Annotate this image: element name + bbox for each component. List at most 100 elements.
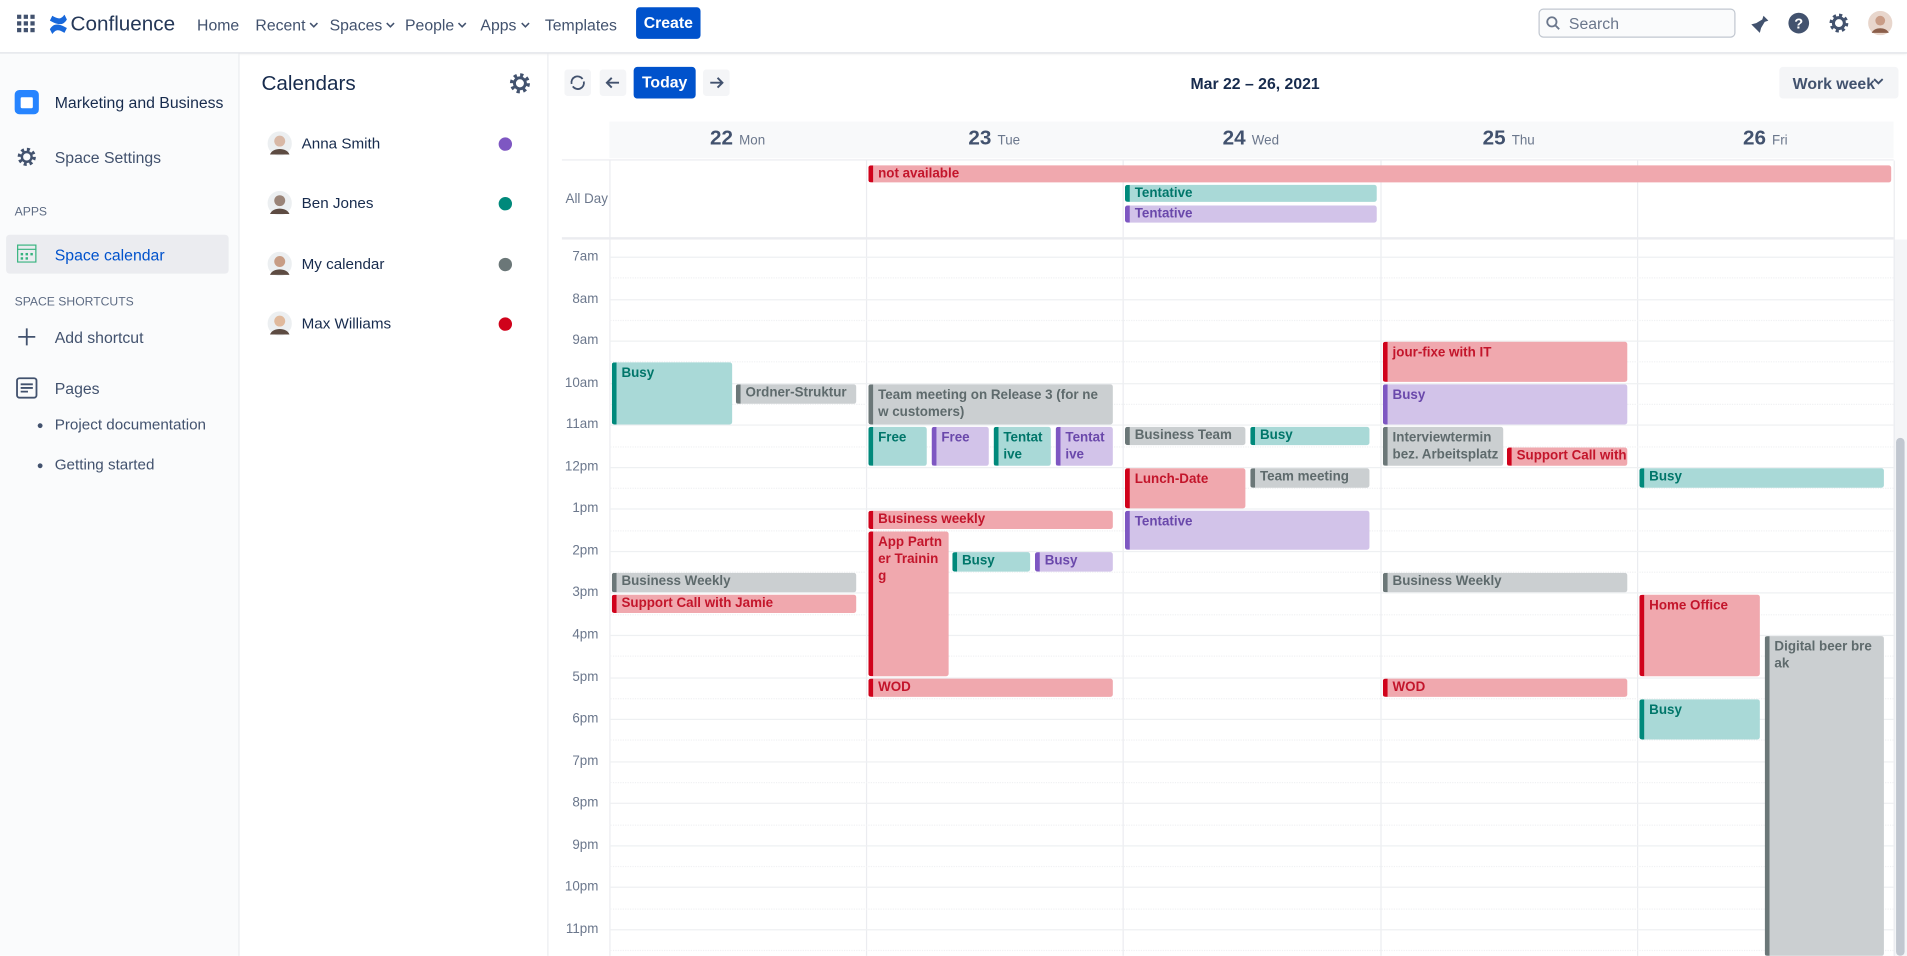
previous[interactable] (599, 69, 627, 97)
event[interactable]: Home Office (1639, 594, 1760, 677)
day-date: 23 (968, 126, 992, 150)
settings-icon (17, 147, 36, 167)
event[interactable]: WOD (1382, 678, 1628, 697)
event[interactable]: Tentative (993, 426, 1051, 466)
hour-line (609, 887, 1894, 889)
half-hour-line (609, 319, 1894, 321)
day-weekday: Thu (1511, 133, 1535, 149)
create-button[interactable]: Create (636, 7, 701, 39)
calendar-color[interactable] (498, 257, 513, 271)
hour-label: 2pm (572, 543, 599, 559)
event[interactable]: Interviewtermin bez. Arbeitsplatz (1382, 426, 1504, 466)
page-link[interactable]: Project documentation (54, 415, 207, 433)
calendar-color[interactable] (498, 137, 513, 151)
event[interactable]: Business Weekly (611, 572, 857, 593)
hour-label: 8pm (572, 795, 599, 811)
settings[interactable] (1828, 12, 1850, 34)
day-weekday: Mon (739, 133, 766, 149)
event[interactable]: Business Weekly (1382, 572, 1628, 593)
help[interactable]: ? (1788, 12, 1810, 34)
half-hour-line (609, 613, 1894, 616)
all-day-event[interactable]: not available (868, 165, 1892, 183)
all-day-event[interactable]: Tentative (1124, 184, 1377, 202)
event[interactable]: jour-fixe with IT (1382, 341, 1628, 382)
nav-item[interactable]: Spaces (329, 15, 383, 35)
event[interactable]: Busy (1639, 468, 1884, 488)
half-hour-line (609, 277, 1894, 279)
chevron (1873, 78, 1884, 85)
today-button[interactable]: Today (633, 66, 696, 99)
event[interactable]: Busy (1034, 552, 1113, 572)
space-settings[interactable]: Space Settings (54, 148, 162, 167)
event[interactable]: Busy (611, 362, 733, 425)
hour-line (609, 340, 1894, 342)
notifications[interactable] (1749, 13, 1771, 35)
next[interactable] (702, 69, 730, 97)
search-placeholder: Search (1568, 14, 1620, 33)
half-hour-line (609, 740, 1894, 742)
bullet (37, 423, 43, 429)
event[interactable]: Busy (1639, 699, 1760, 740)
calendar-name[interactable]: Max Williams (301, 314, 392, 332)
profile-avatar[interactable] (1868, 10, 1893, 36)
nav-item[interactable]: People (404, 15, 455, 35)
search-box[interactable] (1538, 8, 1736, 38)
event[interactable]: Ordner-Struktur (735, 384, 857, 404)
event[interactable]: Business weekly (868, 510, 1113, 530)
event[interactable]: Tentative (1124, 510, 1370, 550)
nav-item[interactable]: Recent (255, 15, 306, 35)
hour-label: 10am (564, 375, 599, 391)
event[interactable]: Team meeting on Release 3 (for new custo… (868, 384, 1113, 425)
calendar-color[interactable] (498, 197, 513, 211)
space-calendar[interactable]: Space calendar (54, 245, 165, 264)
calendar-color[interactable] (498, 317, 513, 331)
hour-line (609, 845, 1894, 847)
event[interactable]: App Partner Training (868, 531, 949, 677)
app-switcher[interactable] (17, 14, 35, 33)
pages[interactable]: Pages (54, 379, 100, 398)
half-hour-line (609, 655, 1894, 658)
event[interactable]: Team meeting (1250, 468, 1370, 488)
event[interactable]: WOD (868, 678, 1113, 697)
event[interactable]: Free (931, 426, 989, 466)
hour-label: 7am (572, 249, 599, 264)
nav-item[interactable]: Apps (480, 15, 517, 35)
nav-item[interactable]: Templates (544, 15, 617, 35)
add-shortcut[interactable]: Add shortcut (54, 328, 144, 347)
page-link[interactable]: Getting started (54, 456, 155, 474)
day-date: 22 (710, 126, 734, 150)
day-weekday: Wed (1251, 133, 1280, 149)
scrollbar-thumb[interactable] (1896, 437, 1905, 956)
calendar-name[interactable]: Ben Jones (301, 194, 374, 212)
logo[interactable] (49, 14, 68, 35)
event[interactable]: Busy (1382, 384, 1628, 425)
all-day-label: All Day (565, 192, 608, 207)
avatar (267, 131, 292, 156)
calendar-name[interactable]: Anna Smith (301, 134, 381, 153)
day-label: 24 Wed (1123, 126, 1380, 150)
calendars-settings[interactable] (508, 72, 531, 95)
event[interactable]: Support Call with (1506, 447, 1628, 466)
event[interactable]: Busy (952, 552, 1031, 572)
calendar-name[interactable]: My calendar (301, 254, 385, 272)
hour-label: 6pm (572, 711, 599, 727)
event[interactable]: Free (868, 426, 927, 466)
event[interactable]: Support Call with Jamie (611, 594, 857, 613)
event[interactable]: Busy (1250, 426, 1370, 446)
hour-label: 3pm (572, 585, 599, 601)
column-line (1122, 160, 1124, 956)
event[interactable]: Digital beer break (1764, 636, 1884, 956)
nav-item[interactable]: Home (197, 15, 240, 35)
hour-label: 4pm (572, 627, 599, 643)
event[interactable]: Business Team (1124, 426, 1246, 446)
hour-line (609, 592, 1894, 595)
half-hour-line (609, 866, 1894, 868)
event[interactable]: Lunch-Date (1124, 468, 1246, 509)
space-name[interactable]: Marketing and Business (54, 93, 224, 112)
all-day-event[interactable]: Tentative (1124, 205, 1377, 223)
hour-line (609, 424, 1894, 426)
event[interactable]: Tentative (1055, 426, 1113, 466)
refresh[interactable] (564, 69, 592, 97)
calendars-title: Calendars (261, 71, 356, 95)
